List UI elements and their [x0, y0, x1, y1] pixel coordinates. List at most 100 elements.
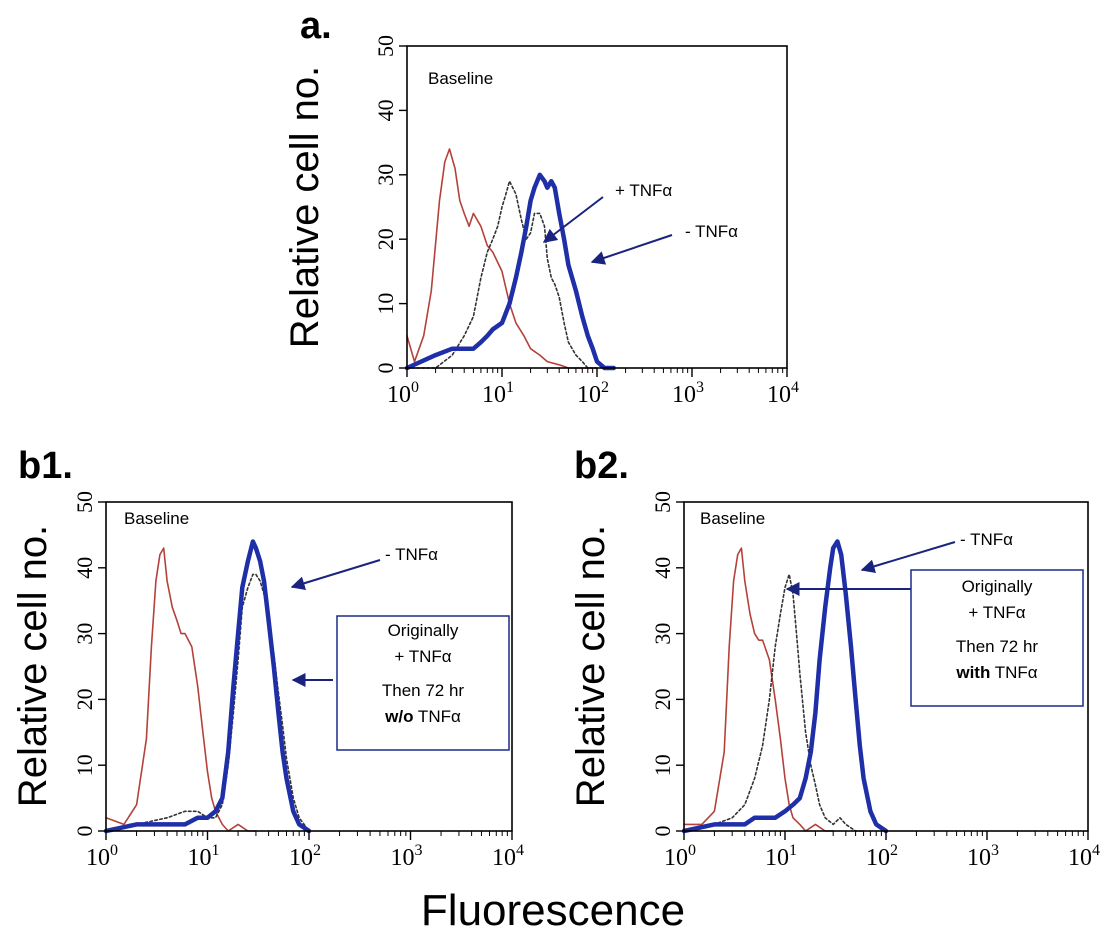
x-tick-base: 10 [86, 845, 110, 871]
box-text-part: TNFα [414, 707, 461, 726]
plot-frame [406, 45, 788, 369]
x-tick-label: 101 [188, 842, 220, 871]
y-axis-label: Relative cell no. [569, 525, 613, 807]
y-tick-label: 20 [373, 228, 398, 250]
baseline-label: Baseline [124, 509, 189, 528]
x-tick-base: 10 [672, 382, 696, 408]
box-text-line: + TNFα [968, 603, 1025, 622]
x-tick-base: 10 [391, 845, 415, 871]
box-text-line: with TNFα [955, 663, 1037, 682]
box-text-line: Originally [962, 577, 1033, 596]
y-tick-label: 30 [373, 164, 398, 186]
series-line-tnf_minus [681, 539, 889, 834]
y-tick-label: 10 [72, 754, 97, 776]
annotation-box [336, 615, 510, 751]
annotation-arrow [860, 541, 956, 574]
x-tick-exponent: 0 [411, 379, 419, 396]
x-tick-exponent: 1 [506, 379, 514, 396]
box-text-part: Originally [388, 621, 459, 640]
series-line-tnf_plus [406, 180, 598, 369]
panel-letter: b2. [574, 445, 629, 487]
box-text-line: Then 72 hr [956, 637, 1039, 656]
box-text-line: Originally [388, 621, 459, 640]
series-annotation: - TNFα [385, 545, 438, 564]
annotation-arrow [590, 234, 673, 265]
x-tick-label: 104 [767, 379, 799, 408]
x-tick-label: 101 [765, 842, 797, 871]
x-tick-exponent: 2 [601, 379, 609, 396]
x-tick-label: 102 [289, 842, 321, 871]
x-tick-exponent: 3 [991, 842, 999, 859]
x-tick-exponent: 4 [516, 842, 524, 859]
y-tick-label: 50 [650, 491, 675, 513]
x-tick-base: 10 [289, 845, 313, 871]
y-tick-label: 40 [373, 99, 398, 121]
y-tick-label: 0 [650, 826, 675, 837]
x-tick-exponent: 1 [212, 842, 220, 859]
y-tick-label: 30 [650, 623, 675, 645]
box-text-line: w/o TNFα [384, 707, 461, 726]
x-tick-label: 102 [577, 379, 609, 408]
x-tick-label: 104 [1068, 842, 1100, 871]
box-text-part: + TNFα [394, 647, 451, 666]
box-text-part: w/o [384, 707, 413, 726]
y-tick-label: 20 [72, 688, 97, 710]
box-text-part: with [955, 663, 990, 682]
box-text-part: Then 72 hr [956, 637, 1039, 656]
x-tick-label: 103 [967, 842, 999, 871]
x-tick-exponent: 1 [789, 842, 797, 859]
x-tick-label: 102 [866, 842, 898, 871]
y-tick-label: 30 [72, 623, 97, 645]
series-line-baseline [105, 547, 257, 832]
x-tick-exponent: 3 [415, 842, 423, 859]
x-tick-base: 10 [188, 845, 212, 871]
x-tick-label: 100 [387, 379, 419, 408]
series-line-tnf_plus [105, 573, 310, 832]
x-tick-label: 103 [672, 379, 704, 408]
series-line-tnf_plus [683, 573, 865, 832]
y-tick-label: 40 [650, 557, 675, 579]
x-tick-base: 10 [387, 382, 411, 408]
annotation-arrow [290, 559, 381, 590]
x-tick-label: 100 [664, 842, 696, 871]
x-tick-label: 101 [482, 379, 514, 408]
y-axis-label: Relative cell no. [283, 66, 327, 348]
x-tick-base: 10 [482, 382, 506, 408]
box-text-part: Then 72 hr [382, 681, 465, 700]
y-tick-label: 40 [72, 557, 97, 579]
series-annotation: - TNFα [685, 222, 738, 241]
x-tick-exponent: 3 [696, 379, 704, 396]
x-tick-base: 10 [866, 845, 890, 871]
box-text-part: TNFα [990, 663, 1037, 682]
y-tick-label: 10 [373, 293, 398, 315]
x-tick-exponent: 0 [688, 842, 696, 859]
panel-letter: b1. [18, 445, 73, 487]
box-text-line: Then 72 hr [382, 681, 465, 700]
series-line-tnf_minus [103, 539, 312, 834]
y-tick-label: 50 [373, 35, 398, 57]
y-tick-label: 50 [72, 491, 97, 513]
x-tick-label: 104 [492, 842, 524, 871]
series-line-baseline [406, 148, 598, 369]
box-text-line: + TNFα [394, 647, 451, 666]
y-tick-label: 10 [650, 754, 675, 776]
series-line-baseline [683, 547, 835, 832]
x-tick-base: 10 [967, 845, 991, 871]
series-annotation: - TNFα [960, 530, 1013, 549]
y-tick-label: 0 [373, 363, 398, 374]
x-tick-base: 10 [1068, 845, 1092, 871]
box-text-part: Originally [962, 577, 1033, 596]
shared-x-axis-label: Fluorescence [421, 886, 685, 935]
x-tick-exponent: 4 [1092, 842, 1100, 859]
y-tick-label: 0 [72, 826, 97, 837]
x-tick-exponent: 2 [890, 842, 898, 859]
x-tick-base: 10 [577, 382, 601, 408]
x-tick-exponent: 2 [313, 842, 321, 859]
x-tick-label: 100 [86, 842, 118, 871]
annotation-box [910, 569, 1084, 707]
x-tick-base: 10 [664, 845, 688, 871]
